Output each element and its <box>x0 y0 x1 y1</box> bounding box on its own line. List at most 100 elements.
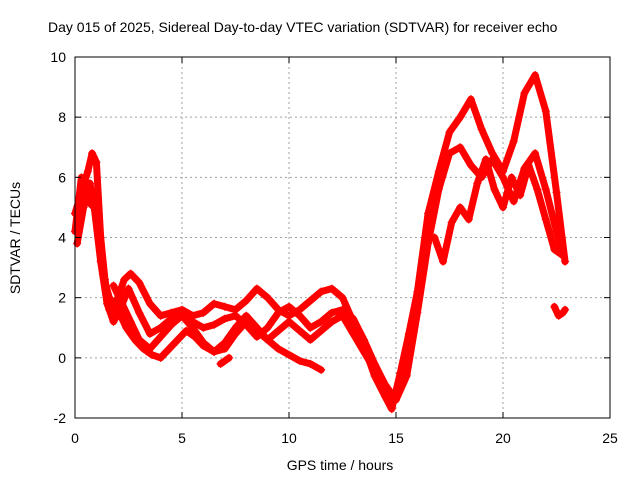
y-tick-label: 6 <box>58 169 66 185</box>
data-point-marker <box>135 335 144 344</box>
data-point-marker <box>220 338 229 347</box>
data-point-marker <box>210 320 219 329</box>
data-point-marker <box>220 356 229 365</box>
data-point-marker <box>126 317 135 326</box>
data-point-marker <box>113 305 122 314</box>
data-point-marker <box>509 137 518 146</box>
data-point-marker <box>558 251 567 260</box>
data-point-marker <box>349 329 358 338</box>
data-point-marker <box>520 89 529 98</box>
data-point-marker <box>263 323 272 332</box>
x-tick-label: 10 <box>281 430 297 446</box>
data-point-marker <box>105 293 114 302</box>
data-point-marker <box>430 233 439 242</box>
data-point-marker <box>156 323 165 332</box>
data-point-marker <box>145 299 154 308</box>
y-axis-label: SDTVAR / TECUs <box>7 182 23 294</box>
data-point-marker <box>541 185 550 194</box>
y-tick-label: 0 <box>58 350 66 366</box>
data-point-marker <box>122 323 131 332</box>
data-point-marker <box>516 191 525 200</box>
data-point-marker <box>349 314 358 323</box>
data-point-marker <box>252 284 261 293</box>
data-point-marker <box>109 281 118 290</box>
data-point-marker <box>561 257 570 266</box>
data-point-marker <box>327 317 336 326</box>
data-point-marker <box>156 332 165 341</box>
data-point-marker <box>317 287 326 296</box>
data-series-layer <box>71 71 570 413</box>
data-point-marker <box>263 335 272 344</box>
data-point-marker <box>466 161 475 170</box>
data-point-marker <box>109 317 118 326</box>
data-point-marker <box>477 125 486 134</box>
series-line <box>550 303 569 320</box>
data-point-marker <box>554 311 563 320</box>
x-axis-label: GPS time / hours <box>287 457 394 473</box>
data-point-marker <box>295 326 304 335</box>
series-track-e <box>430 155 567 266</box>
data-point-marker <box>317 365 326 374</box>
data-point-marker <box>392 395 400 404</box>
data-point-marker <box>92 215 101 224</box>
data-point-marker <box>216 359 225 368</box>
data-point-marker <box>295 311 304 320</box>
data-point-marker <box>210 299 219 308</box>
data-point-marker <box>424 239 433 248</box>
data-point-marker <box>387 401 396 410</box>
data-point-marker <box>338 311 347 320</box>
data-point-marker <box>533 185 542 194</box>
data-point-marker <box>285 317 293 326</box>
data-point-marker <box>231 323 240 332</box>
series-track-d <box>109 281 326 374</box>
data-point-marker <box>165 344 174 353</box>
series-track-f <box>550 302 570 320</box>
data-point-marker <box>274 308 283 317</box>
data-point-marker <box>317 326 326 335</box>
x-tick-label: 0 <box>71 430 79 446</box>
data-point-marker <box>306 323 315 332</box>
data-point-marker <box>92 158 101 167</box>
data-point-marker <box>295 356 304 365</box>
data-point-marker <box>509 197 518 206</box>
data-point-marker <box>220 314 229 323</box>
data-point-marker <box>550 302 559 311</box>
data-point-marker <box>531 149 540 158</box>
data-point-marker <box>439 257 448 266</box>
data-point-marker <box>561 305 570 314</box>
data-point-marker <box>466 95 475 104</box>
data-point-marker <box>445 149 454 158</box>
data-point-marker <box>490 185 499 194</box>
data-point-marker <box>499 203 507 212</box>
data-point-marker <box>173 335 182 344</box>
data-point-marker <box>124 284 133 293</box>
y-tick-label: 4 <box>58 230 66 246</box>
data-point-marker <box>220 302 229 311</box>
data-point-marker <box>145 344 154 353</box>
data-point-marker <box>274 326 283 335</box>
data-point-marker <box>464 215 473 224</box>
data-point-marker <box>199 308 208 317</box>
data-point-marker <box>445 128 454 137</box>
data-point-marker <box>552 188 561 197</box>
data-point-marker <box>552 227 561 236</box>
data-point-marker <box>79 203 88 212</box>
data-point-marker <box>167 320 176 329</box>
data-point-marker <box>120 275 129 284</box>
data-point-marker <box>481 155 490 164</box>
data-point-marker <box>126 269 135 278</box>
y-tick-label: 8 <box>58 109 66 125</box>
grid-lines <box>75 57 610 418</box>
data-point-marker <box>188 323 197 332</box>
data-point-marker <box>306 359 315 368</box>
data-point-marker <box>359 347 368 356</box>
data-point-marker <box>210 347 219 356</box>
data-point-marker <box>402 371 411 380</box>
data-point-marker <box>85 179 94 188</box>
data-point-marker <box>145 329 154 338</box>
data-point-marker <box>531 71 540 80</box>
y-tick-label: 2 <box>58 290 66 306</box>
chart-title: Day 015 of 2025, Sidereal Day-to-day VTE… <box>48 19 558 35</box>
